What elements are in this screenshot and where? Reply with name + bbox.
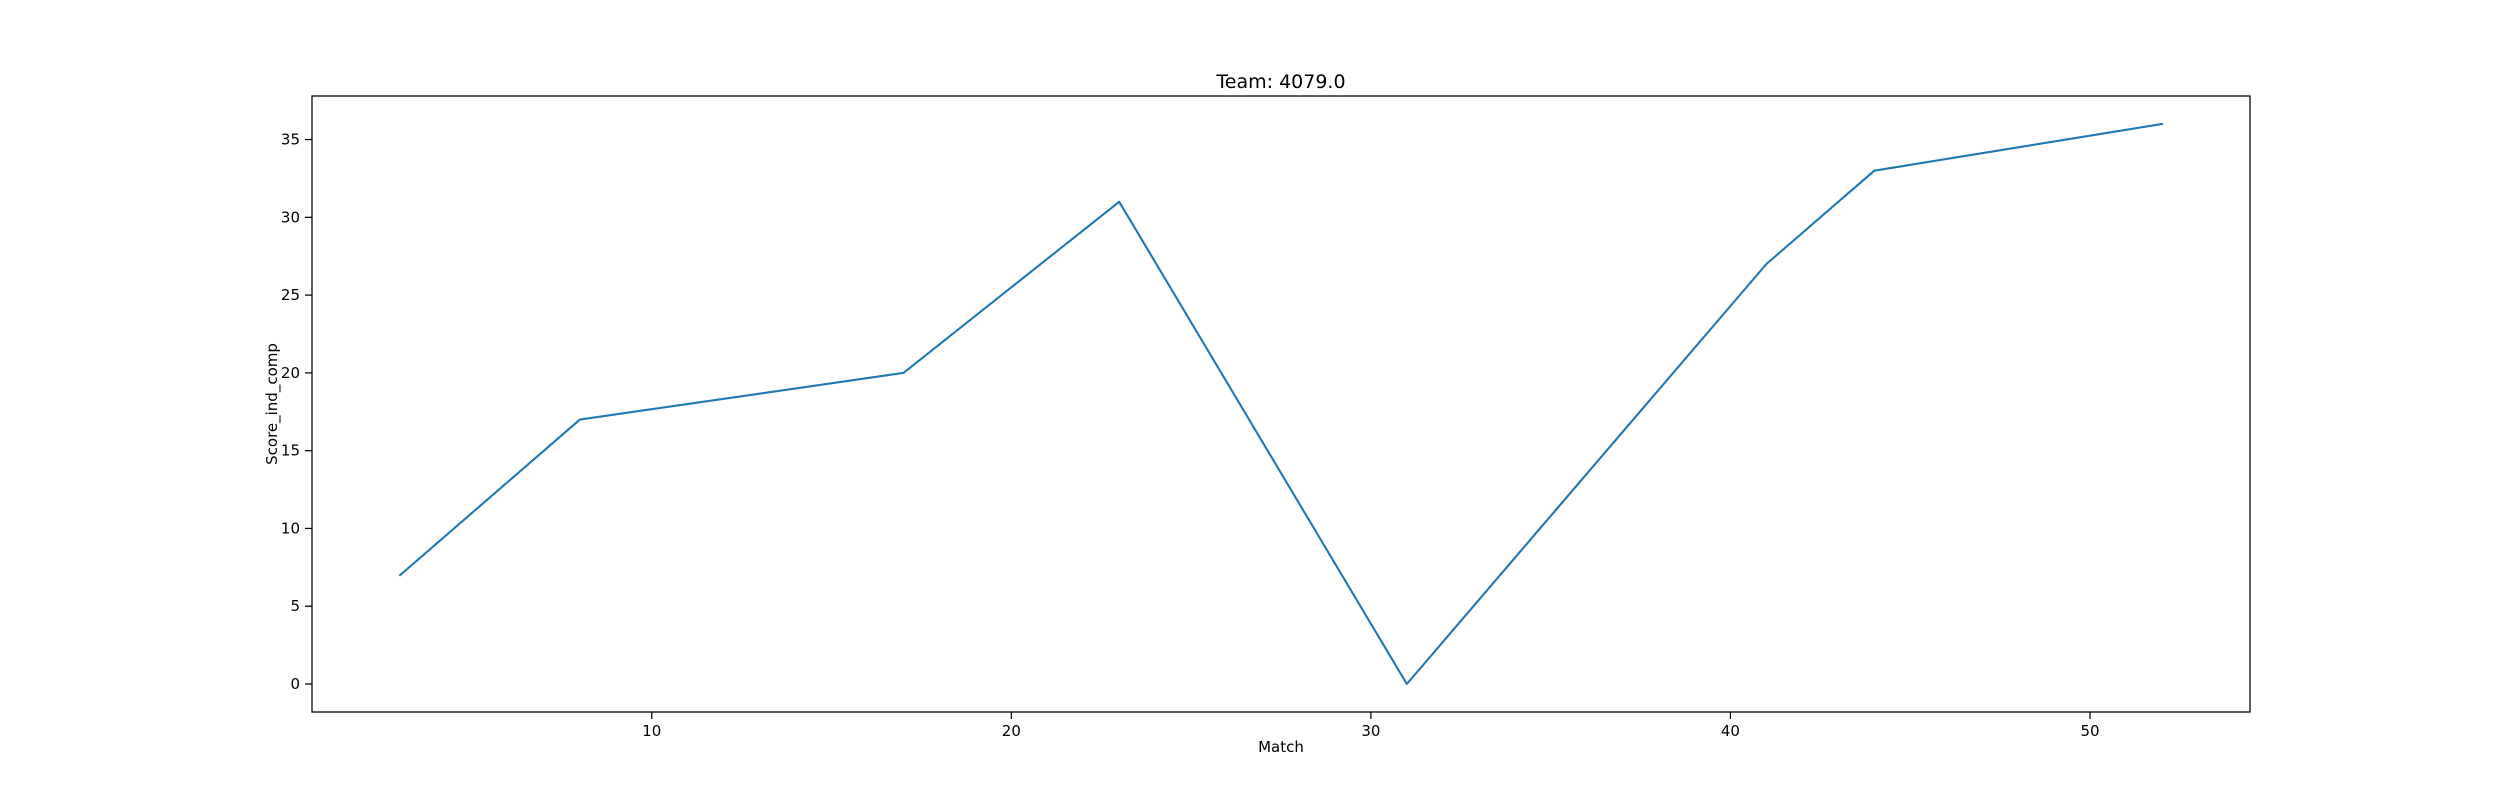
x-tick-label: 10 xyxy=(642,722,661,740)
y-axis: 0 5 10 15 20 25 30 35 xyxy=(281,131,312,693)
series-line xyxy=(398,122,2164,686)
y-tick-label: 10 xyxy=(281,519,300,537)
x-axis-label: Match xyxy=(1258,738,1304,756)
x-axis: 10 20 30 40 50 xyxy=(642,712,2100,740)
plot-frame xyxy=(311,95,2251,713)
x-tick-label: 50 xyxy=(2080,722,2099,740)
x-tick-label: 30 xyxy=(1361,722,1380,740)
y-tick-label: 35 xyxy=(281,131,300,149)
chart-title: Team: 4079.0 xyxy=(1215,71,1345,93)
y-tick-label: 25 xyxy=(281,286,300,304)
plot-area xyxy=(398,122,2164,686)
y-axis-label: Score_ind_comp xyxy=(263,343,282,465)
y-tick-label: 30 xyxy=(281,208,300,226)
y-tick-label: 20 xyxy=(281,364,300,382)
x-tick-label: 20 xyxy=(1002,722,1021,740)
y-tick-label: 5 xyxy=(290,597,300,615)
y-tick-label: 15 xyxy=(281,442,300,460)
y-tick-label: 0 xyxy=(290,675,300,693)
x-tick-label: 40 xyxy=(1721,722,1740,740)
